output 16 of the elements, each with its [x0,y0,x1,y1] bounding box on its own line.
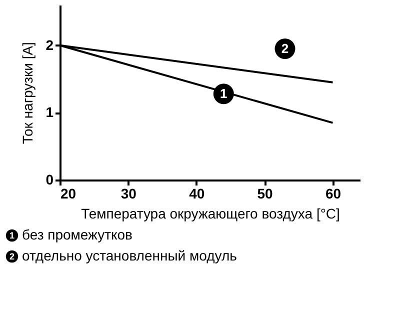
text: 2 [9,252,15,262]
x-axis-title: Температура окружающего воздуха [°C] [81,206,340,222]
legend-label: без промежутков [22,226,132,242]
x-tick-label: 30 [120,186,137,202]
x-tick-label: 50 [257,186,274,202]
y-tick-label: 1 [46,104,54,120]
y-tick-label: 0 [46,172,54,188]
x-tick-label: 60 [325,186,342,202]
annotation: 1 [220,86,228,101]
y-axis-title: Ток нагрузки [A] [20,42,36,144]
annotation: 2 [281,40,289,56]
x-tick-label: 40 [189,186,205,202]
text: 1 [9,230,15,240]
y-tick-label: 2 [46,36,54,53]
x-tick-label: 20 [60,186,76,202]
legend-label: отдельно установленный модуль [22,248,237,264]
